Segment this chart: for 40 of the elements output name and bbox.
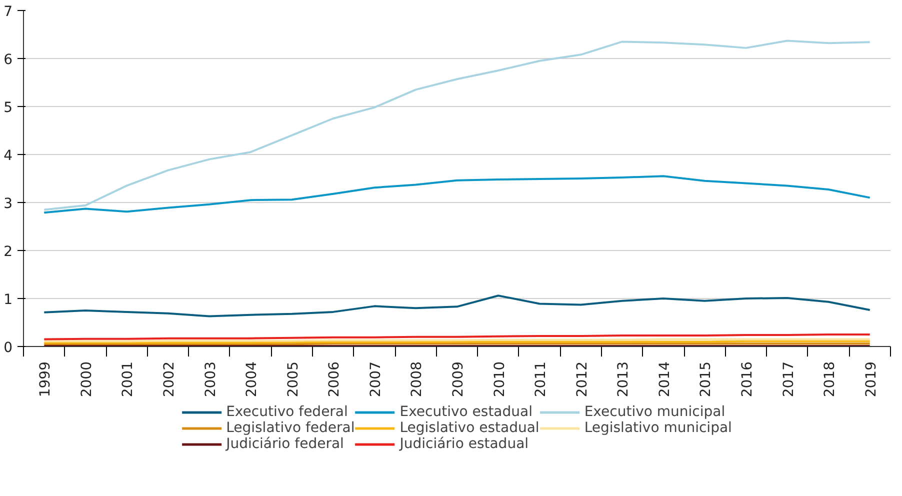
line-series [43,40,871,211]
x-tick-label: 2007 [368,361,384,398]
x-tick-label: 2002 [162,361,178,398]
legend-label: Executivo federal [226,404,348,420]
x-tick-label: 2012 [574,361,590,398]
y-tick-label: 2 [4,244,13,260]
y-tick-label: 7 [4,4,13,20]
legend-label: Judiciário federal [226,436,344,452]
x-tick-label: 2016 [740,361,756,398]
x-tick-label: 1999 [38,361,54,398]
x-tick-label: 2018 [822,361,838,398]
x-tick-label: 2009 [450,361,466,398]
legend-label: Legislativo federal [226,420,355,436]
y-tick-label: 1 [4,292,13,308]
x-tick-label: 2015 [698,361,714,398]
x-tick-label: 2010 [492,361,508,398]
legend-label: Legislativo estadual [400,420,540,436]
legend-label: Judiciário estadual [400,436,529,452]
x-tick-label: 2004 [244,361,260,398]
y-tick-label: 5 [4,100,13,116]
x-tick-label: 2003 [202,361,219,398]
y-tick-label: 6 [4,52,13,68]
x-tick-label: 2008 [409,361,426,398]
line-series [43,294,871,318]
x-tick-label: 2006 [326,361,343,398]
legend-label: Legislativo municipal [584,420,732,436]
x-tick-label: 2017 [780,361,797,398]
x-tick-label: 2005 [285,361,302,398]
x-tick-label: 2011 [533,361,550,398]
y-tick-label: 4 [4,148,13,164]
line-series [43,175,871,214]
legend-label: Executivo estadual [400,404,533,420]
legend-label: Executivo municipal [584,404,726,420]
x-tick-label: 2001 [120,361,136,398]
x-tick-label: 2000 [78,361,95,398]
y-tick-label: 0 [4,340,13,356]
x-tick-label: 2019 [863,361,880,398]
y-tick-label: 3 [4,196,13,212]
x-tick-label: 2013 [616,361,632,398]
x-tick-label: 2014 [656,361,673,398]
